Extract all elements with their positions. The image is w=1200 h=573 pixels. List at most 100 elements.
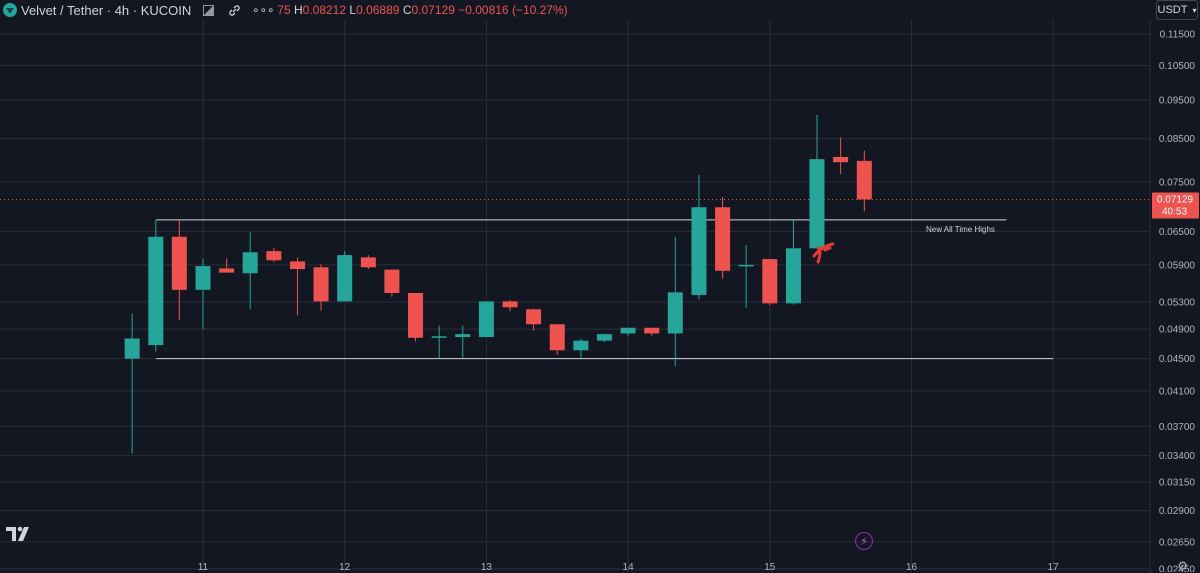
- candle: [809, 114, 825, 249]
- candle-body: [856, 160, 872, 200]
- last-price-value: 0.07129: [1157, 194, 1194, 205]
- price-axis: 0.11500 0.10500 0.09500 0.08500 0.07500 0.065…: [1159, 30, 1196, 573]
- y-tick-label: 0.11500: [1160, 30, 1196, 41]
- candle-body: [360, 257, 376, 268]
- candle-body: [408, 293, 424, 338]
- candle: [738, 244, 754, 308]
- settings-icon[interactable]: ⚙: [1177, 559, 1188, 573]
- candle: [856, 150, 872, 212]
- x-tick-label: 11: [198, 562, 209, 572]
- candle: [195, 258, 211, 330]
- candle-body: [644, 327, 660, 334]
- candle: [549, 324, 565, 355]
- horizontal-lines: [156, 219, 1054, 360]
- x-tick-label: 13: [481, 562, 493, 572]
- y-tick-label: 0.09500: [1159, 96, 1196, 107]
- candle: [431, 325, 447, 359]
- candle-body: [290, 261, 306, 270]
- y-tick-label: 0.02900: [1159, 506, 1196, 517]
- tradingview-logo-icon[interactable]: [6, 525, 34, 543]
- link-icon[interactable]: [225, 2, 243, 18]
- candle: [313, 264, 329, 311]
- candle-body: [313, 267, 329, 302]
- candle: [124, 313, 140, 454]
- change-value: −0.00816 (−10.27%): [458, 3, 568, 17]
- x-tick-label: 17: [1048, 562, 1060, 572]
- candle: [691, 175, 707, 300]
- candle: [620, 327, 636, 337]
- candle-series: [124, 114, 872, 454]
- y-tick-label: 0.04500: [1159, 354, 1196, 365]
- currency-label: USDT: [1157, 4, 1188, 16]
- candle-body: [738, 264, 754, 267]
- candle: [573, 338, 589, 358]
- close-value: 0.07129: [411, 3, 455, 17]
- y-tick-label: 0.02650: [1159, 537, 1196, 548]
- y-tick-label: 0.06500: [1159, 227, 1196, 238]
- candle-body: [809, 159, 825, 249]
- high-value: 0.08212: [302, 3, 347, 17]
- candle: [762, 259, 778, 306]
- candle: [502, 300, 518, 312]
- x-tick-label: 16: [906, 562, 918, 572]
- candle: [171, 219, 187, 321]
- candle-body: [833, 156, 849, 163]
- ohlc-prefix: 75: [277, 3, 291, 17]
- candle: [290, 257, 306, 316]
- candle-body: [195, 266, 211, 290]
- candle-body: [242, 252, 258, 274]
- candle-body: [596, 334, 612, 341]
- candle-body: [691, 207, 707, 295]
- candle-body: [620, 327, 636, 334]
- y-tick-label: 0.04900: [1159, 325, 1196, 336]
- hand-drawn-mark: [812, 242, 835, 264]
- candle-body: [526, 309, 542, 325]
- candle: [408, 293, 424, 342]
- candle-body: [667, 292, 683, 334]
- y-tick-label: 0.05300: [1159, 298, 1196, 309]
- last-price-tag: [1152, 192, 1199, 219]
- low-value: 0.06889: [356, 3, 400, 17]
- candle-body: [478, 301, 494, 338]
- more-icon[interactable]: ∘∘∘: [252, 3, 275, 17]
- y-tick-label: 0.08500: [1159, 134, 1196, 145]
- flash-icon[interactable]: ⚡: [855, 532, 873, 550]
- candle: [785, 219, 801, 305]
- chart-options-icon[interactable]: [199, 2, 217, 18]
- candle-body: [549, 324, 565, 351]
- candle-body: [573, 340, 589, 351]
- close-label: C: [402, 3, 412, 17]
- candle: [715, 196, 731, 279]
- candle: [644, 327, 660, 337]
- candle-body: [148, 236, 164, 346]
- candle: [384, 269, 400, 297]
- candle-body: [502, 301, 518, 308]
- candle: [337, 251, 353, 302]
- candle: [242, 232, 258, 310]
- y-tick-label: 0.10500: [1159, 61, 1196, 72]
- candle: [266, 247, 282, 262]
- symbol-header: Velvet / Tether · 4h · KUCOIN ∘∘∘ 75 H0.…: [0, 0, 568, 20]
- annotation-label: New All Time Highs: [926, 225, 995, 234]
- candle-body: [337, 255, 353, 302]
- candle-body: [124, 338, 140, 359]
- low-label: L: [349, 3, 357, 17]
- candle-body: [171, 236, 187, 290]
- candle-body: [431, 336, 447, 338]
- candle: [596, 334, 612, 343]
- candle-body: [455, 334, 471, 338]
- candle-body: [266, 251, 282, 261]
- ohlc-values: 75 H0.08212 L0.06889 C0.07129 −0.00816 (…: [277, 3, 567, 17]
- candle: [455, 325, 471, 358]
- candle: [526, 308, 542, 331]
- chevron-down-icon: ▾: [1192, 5, 1197, 15]
- candle-body: [715, 207, 731, 271]
- y-tick-label: 0.03400: [1159, 451, 1196, 462]
- candle: [833, 137, 849, 175]
- currency-select[interactable]: USDT ▾: [1156, 0, 1198, 20]
- high-label: H: [293, 3, 303, 17]
- candle: [478, 301, 494, 338]
- symbol-title[interactable]: Velvet / Tether · 4h · KUCOIN: [21, 2, 192, 18]
- x-tick-label: 15: [764, 562, 776, 572]
